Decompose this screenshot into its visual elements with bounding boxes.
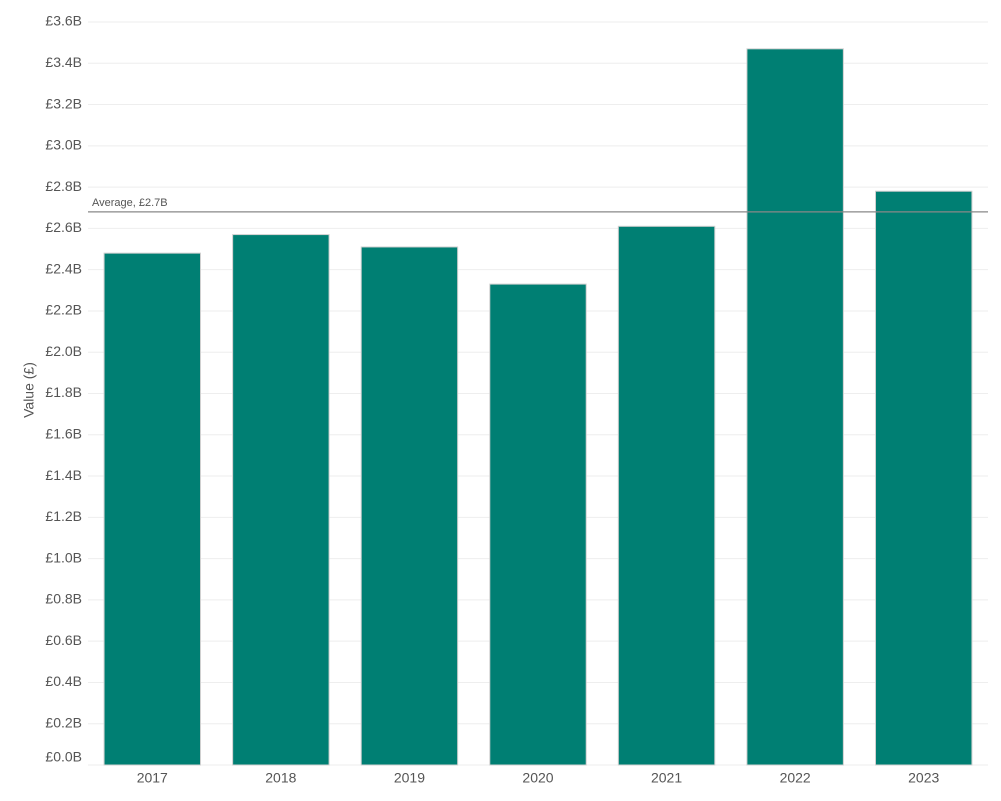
x-tick-label: 2017 bbox=[137, 770, 168, 786]
y-axis-label: Value (£) bbox=[21, 362, 37, 418]
bar bbox=[103, 252, 201, 766]
y-tick-label: £1.0B bbox=[45, 549, 82, 565]
bar bbox=[875, 190, 973, 766]
y-tick-label: £3.6B bbox=[45, 13, 82, 29]
y-tick-label: £1.8B bbox=[45, 384, 82, 400]
y-tick-label: £0.4B bbox=[45, 673, 82, 689]
y-tick-label: £0.6B bbox=[45, 632, 82, 648]
y-tick-label: £0.2B bbox=[45, 714, 82, 730]
y-tick-label: £3.0B bbox=[45, 137, 82, 153]
y-tick-label: £1.4B bbox=[45, 467, 82, 483]
y-tick-label: £1.6B bbox=[45, 425, 82, 441]
y-tick-label: £2.0B bbox=[45, 343, 82, 359]
bar bbox=[232, 234, 330, 766]
y-tick-label: £0.0B bbox=[45, 749, 82, 765]
x-tick-label: 2018 bbox=[265, 770, 296, 786]
y-tick-label: £2.4B bbox=[45, 260, 82, 276]
x-tick-label: 2022 bbox=[780, 770, 811, 786]
x-tick-label: 2020 bbox=[522, 770, 553, 786]
x-tick-label: 2019 bbox=[394, 770, 425, 786]
y-tick-label: £3.2B bbox=[45, 95, 82, 111]
y-tick-label: £0.8B bbox=[45, 591, 82, 607]
bar bbox=[617, 225, 716, 766]
y-tick-label: £2.6B bbox=[45, 219, 82, 235]
bar bbox=[360, 246, 459, 766]
average-label: Average, £2.7B bbox=[92, 197, 168, 209]
bar bbox=[746, 48, 844, 766]
y-tick-label: £3.4B bbox=[45, 54, 82, 70]
y-tick-label: £2.8B bbox=[45, 178, 82, 194]
x-tick-label: 2021 bbox=[651, 770, 682, 786]
x-tick-label: 2023 bbox=[908, 770, 939, 786]
y-tick-label: £2.2B bbox=[45, 302, 82, 318]
bar bbox=[489, 283, 587, 766]
y-tick-label: £1.2B bbox=[45, 508, 82, 524]
